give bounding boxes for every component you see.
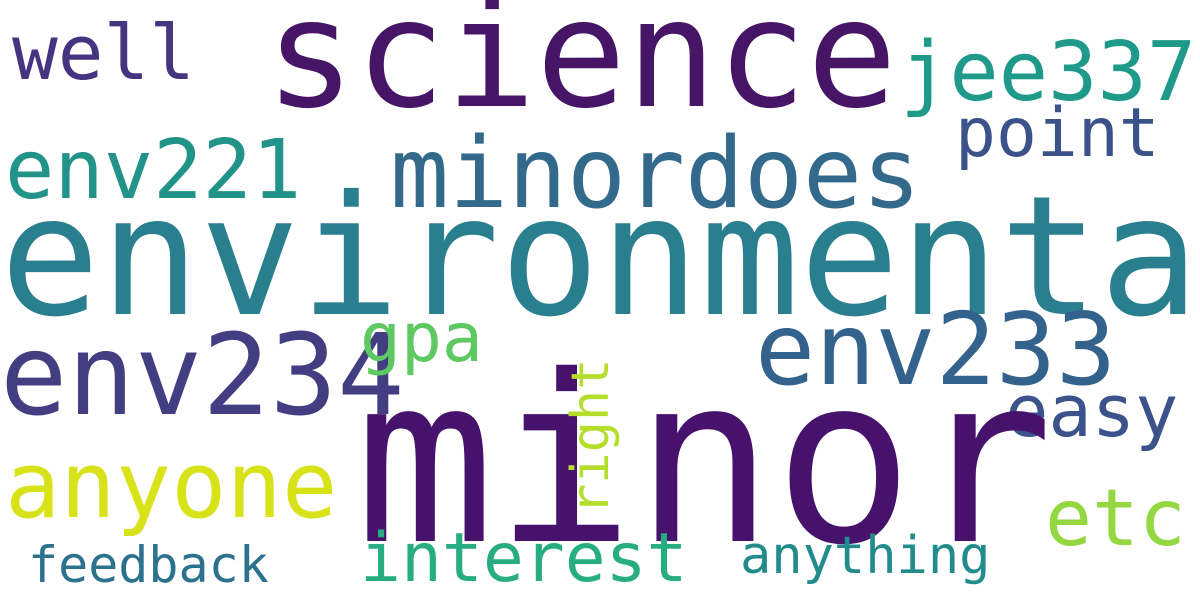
word-easy: easy bbox=[1005, 369, 1179, 453]
word-science: science bbox=[265, 0, 898, 142]
word-minordoes: minordoes bbox=[390, 117, 922, 231]
word-gpa: gpa bbox=[360, 299, 483, 378]
word-right: right bbox=[561, 358, 621, 515]
word-env233: env233 bbox=[755, 291, 1117, 408]
word-well: well bbox=[12, 8, 196, 97]
word-etc: etc bbox=[1045, 474, 1186, 564]
word-jee337: jee337 bbox=[900, 25, 1197, 120]
word-env221: env221 bbox=[5, 123, 302, 218]
word-environmental: environmental bbox=[0, 161, 1200, 354]
word-feedback: feedback bbox=[28, 536, 269, 594]
word-minor: minor bbox=[355, 326, 1054, 596]
word-point: point bbox=[955, 94, 1160, 173]
word-interest: interest bbox=[360, 519, 688, 598]
word-anything: anything bbox=[740, 526, 991, 586]
word-anyone: anyone bbox=[5, 432, 338, 539]
word-env234: env234 bbox=[0, 311, 405, 441]
